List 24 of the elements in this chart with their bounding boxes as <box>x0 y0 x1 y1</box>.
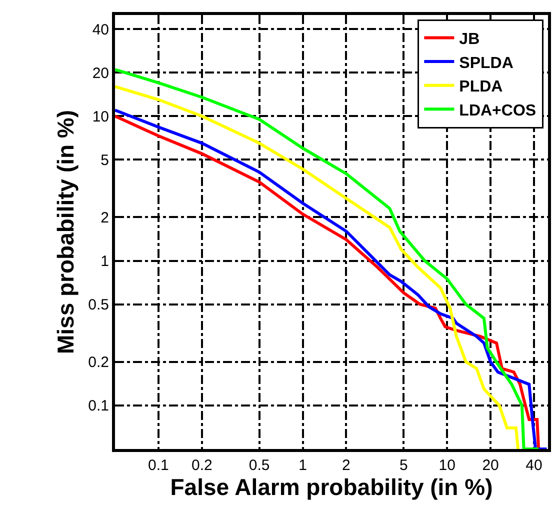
y-tick-label: 5 <box>100 152 109 169</box>
x-tick-label: 10 <box>438 457 456 474</box>
x-tick-label: 40 <box>526 457 542 474</box>
y-tick-label: 40 <box>92 21 109 38</box>
y-tick-label: 20 <box>92 64 109 82</box>
x-tick-label: 0.1 <box>148 457 169 474</box>
y-tick-label: 10 <box>92 108 109 126</box>
legend-label: SPLDA <box>459 54 514 72</box>
x-tick-label: 2 <box>342 457 350 474</box>
y-tick-label: 1 <box>100 253 109 270</box>
legend-label: PLDA <box>459 78 504 96</box>
x-tick-label: 20 <box>482 457 499 474</box>
x-tick-label: 1 <box>298 457 307 474</box>
x-tick-label: 5 <box>400 457 408 474</box>
x-tick-label: 0.5 <box>248 457 270 474</box>
y-axis-title: Miss probability (in %) <box>52 110 79 354</box>
legend-label: LDA+COS <box>459 102 536 120</box>
legend-label: JB <box>459 30 480 48</box>
y-tick-label: 0.5 <box>88 296 109 314</box>
y-tick-label: 0.2 <box>88 354 109 372</box>
x-axis-title: False Alarm probability (in %) <box>170 474 493 500</box>
y-tick-label: 0.1 <box>88 398 109 415</box>
y-tick-label: 2 <box>100 209 109 226</box>
x-tick-label: 0.2 <box>191 457 212 474</box>
